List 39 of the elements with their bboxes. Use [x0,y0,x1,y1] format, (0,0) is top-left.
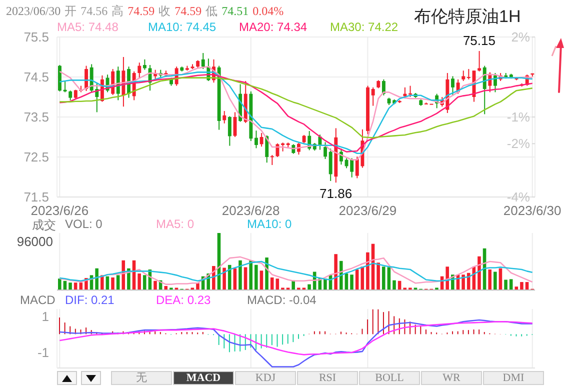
text: MACD [173,371,234,385]
text: MA20: 74.34 [239,20,308,34]
text: 无 [111,371,172,385]
text: 96000 [16,234,53,249]
x-tick-label: 2023/6/29 [338,203,397,218]
y-tick-label: 72.5 [24,150,49,165]
text: BOLL [359,371,420,385]
y-tick-label: 74.5 [24,70,49,85]
text: MA10: 74.45 [148,20,216,34]
y2-tick-label: -1% [506,110,530,125]
x-tick-label: 2023/6/26 [30,203,89,218]
text: MA10: 0 [247,217,292,231]
y2-tick-label: -2% [506,136,530,152]
y-tick-label: 73.5 [24,110,49,125]
y2-tick-label: 2% [511,30,530,45]
x-tick-label: 2023/6/28 [222,203,280,218]
y-tick-label: 71.5 [24,190,49,205]
y-tick-label: -1 [37,344,49,360]
text: DIF: 0.21 [65,293,114,307]
chart-title: 成交 [32,217,56,234]
text: WR [421,371,482,385]
text: KDJ [235,371,296,385]
series-label: DEA: 0.23 [156,293,211,307]
text: RSI [297,371,358,385]
text: MA5: 0 [156,217,194,231]
annotation: 71.86 [320,186,352,201]
text: MACD: -0.04 [247,293,316,307]
text: DMI [483,371,544,385]
text: MA5: 74.48 [57,20,118,34]
y-tick-label: 1 [42,308,49,324]
y2-tick-label: -4% [506,190,530,205]
x-tick-label: 2023/6/30 [503,203,562,218]
chart-title: MACD [20,293,56,307]
annotation: 75.15 [462,33,496,48]
text: 2023/06/30 开 74.56 高 74.59 收 74.59 低 74.51 0.04% [6,4,284,18]
text: VOL: 0 [65,217,102,231]
y-tick-label: 75.5 [24,30,49,45]
text: MA30: 74.22 [330,20,398,34]
chart-title: 布伦特原油1H [414,6,521,28]
